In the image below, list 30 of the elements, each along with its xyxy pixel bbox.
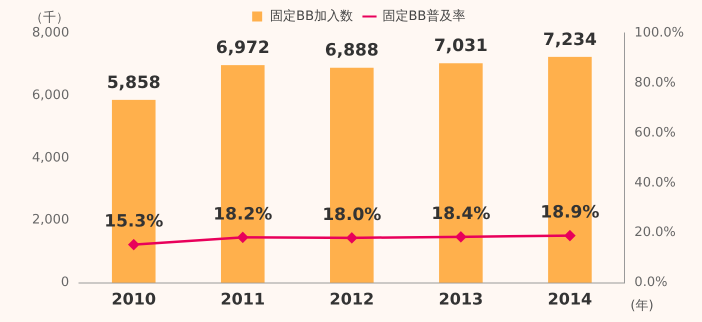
data-label: 7,234: [543, 30, 597, 50]
x-tick-label: 2013: [438, 290, 484, 309]
data-label: 7,031: [434, 36, 488, 56]
text: (年): [630, 298, 654, 314]
x-tick-label: 2010: [111, 290, 156, 309]
y2-tick-label: 80.0%: [634, 75, 676, 90]
y-tick-label: 6,000: [32, 88, 70, 103]
text: （千）: [30, 10, 69, 26]
point: [346, 232, 358, 244]
x-tick-label: 2012: [330, 290, 374, 309]
legend-label: 固定BB加入数: [270, 8, 354, 24]
x-tick-label: 2011: [220, 290, 266, 309]
point: [456, 232, 466, 242]
x-tick-label: 2014: [548, 290, 592, 309]
y-tick-label: 0: [60, 275, 70, 290]
y2-tick-label: 60.0%: [634, 125, 676, 140]
y2-tick-label: 100.0%: [634, 25, 684, 40]
y2-tick-label: 40.0%: [634, 175, 676, 190]
y2-tick-label: 20.0%: [634, 225, 676, 240]
y-tick-label: 8,000: [32, 25, 70, 40]
y-tick-label: 2,000: [32, 212, 70, 228]
data-label: 6,972: [216, 38, 270, 58]
point: [238, 232, 248, 243]
data-label: 6,888: [324, 40, 379, 61]
y-tick-label: 4,000: [32, 150, 70, 166]
point: [128, 239, 139, 250]
point: [564, 230, 576, 241]
y2-tick-label: 0.0%: [634, 275, 668, 290]
data-label: 5,858: [106, 72, 161, 93]
legend-label: 固定BB普及率: [382, 8, 466, 24]
